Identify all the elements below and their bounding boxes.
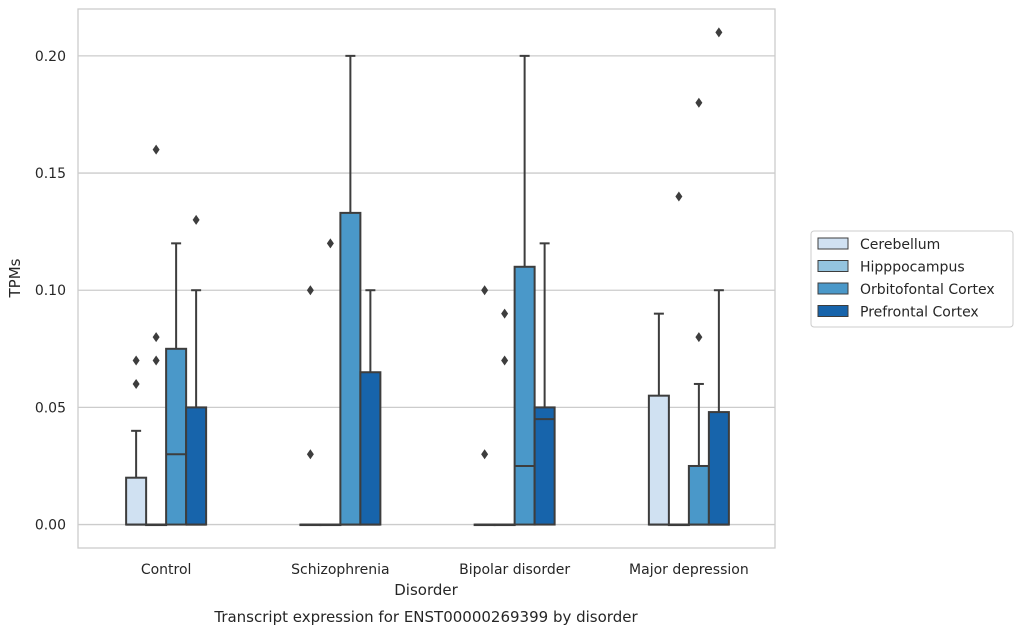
outlier-point [152, 332, 160, 343]
box [533, 406, 556, 526]
box [125, 476, 148, 526]
legend-label: Prefrontal Cortex [860, 305, 979, 321]
y-tick-label: 0.20 [35, 49, 66, 65]
legend-swatch [817, 260, 849, 272]
outlier-point [675, 191, 683, 202]
box [513, 265, 536, 526]
legend-frame [810, 230, 1014, 328]
legend-swatch [817, 305, 849, 317]
box [687, 464, 710, 526]
x-tick-labels: Control Schizophrenia Bipolar disorder Majo… [141, 562, 749, 578]
y-tick-label: 0.05 [35, 400, 66, 416]
outlier-point [501, 308, 509, 319]
legend-label: Hipppocampus [860, 260, 965, 276]
y-tick-label: 0.10 [35, 283, 66, 299]
legend-swatch [817, 282, 849, 295]
y-tick-label: 0.15 [35, 166, 66, 182]
outlier-point [192, 214, 200, 225]
outlier-point [306, 285, 314, 296]
outlier-point [326, 238, 334, 249]
y-axis-title: TPMs [6, 258, 24, 298]
outlier-point [306, 449, 314, 460]
x-tick-label: Control [141, 562, 192, 578]
box [339, 211, 362, 526]
outlier-point [152, 355, 160, 366]
box [359, 371, 382, 526]
x-axis-title: Disorder [394, 581, 458, 599]
x-tick-label: Bipolar disorder [459, 562, 570, 578]
outlier-point [501, 355, 509, 366]
legend-swatch [817, 237, 849, 250]
box [165, 347, 188, 526]
legend: Cerebellum Hipppocampus Orbitofontal Corte… [810, 230, 1014, 328]
outlier-point [132, 378, 140, 389]
y-tick-label: 0.00 [35, 518, 66, 534]
x-tick-label: Schizophrenia [291, 562, 389, 578]
outlier-point [132, 355, 140, 366]
box [185, 406, 208, 526]
outlier-point [715, 27, 723, 38]
box [707, 411, 730, 526]
outlier-point [695, 332, 703, 343]
y-tick-labels: 0.00 0.05 0.10 0.15 0.20 [35, 49, 66, 534]
outlier-point [695, 97, 703, 108]
box [647, 394, 670, 526]
outlier-point [481, 449, 489, 460]
chart-caption: Transcript expression for ENST0000026939… [213, 608, 638, 626]
box-plot-series [125, 27, 730, 527]
legend-label: Orbitofontal Cortex [860, 282, 995, 298]
legend-label: Cerebellum [860, 237, 940, 253]
x-tick-label: Major depression [629, 562, 749, 578]
outlier-point [481, 285, 489, 296]
outlier-point [152, 144, 160, 155]
